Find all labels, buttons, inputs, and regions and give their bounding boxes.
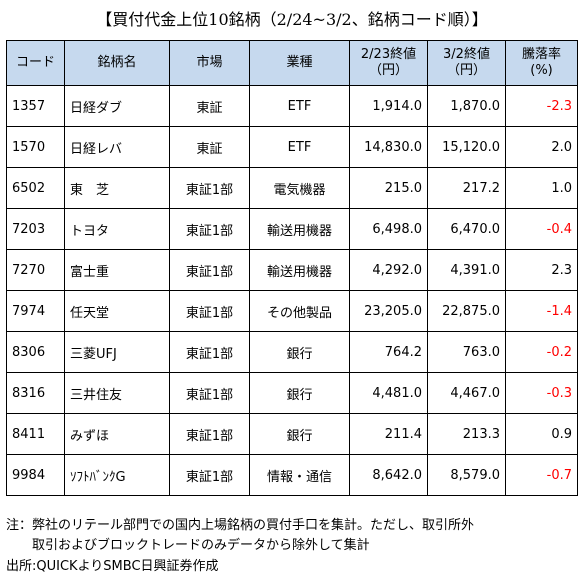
cell-change: -0.3	[505, 372, 578, 414]
cell-change: 2.0	[505, 126, 578, 168]
cell-price-0223: 211.4	[349, 413, 428, 455]
cell-code: 7203	[6, 208, 65, 250]
cell-market: 東証1部	[169, 249, 250, 291]
cell-sector: 輸送用機器	[249, 208, 350, 250]
cell-price-0223: 4,292.0	[349, 249, 428, 291]
cell-code: 8411	[6, 413, 65, 455]
cell-price-0302: 8,579.0	[427, 454, 506, 496]
cell-market: 東証	[169, 85, 250, 127]
table-row: 7203 トヨタ 東証1部 輸送用機器 6,498.0 6,470.0 -0.4	[6, 208, 578, 250]
header-price-0302: 3/2終値 （円）	[427, 40, 506, 86]
header-name: 銘柄名	[64, 40, 170, 86]
cell-code: 8306	[6, 331, 65, 373]
cell-market: 東証1部	[169, 331, 250, 373]
cell-change: 1.0	[505, 167, 578, 209]
cell-sector: ETF	[249, 126, 350, 168]
cell-price-0223: 215.0	[349, 167, 428, 209]
cell-price-0302: 4,467.0	[427, 372, 506, 414]
cell-change: -0.4	[505, 208, 578, 250]
table-row: 1570 日経レバ 東証 ETF 14,830.0 15,120.0 2.0	[6, 126, 578, 168]
cell-sector: 銀行	[249, 331, 350, 373]
cell-price-0223: 8,642.0	[349, 454, 428, 496]
cell-price-0302: 15,120.0	[427, 126, 506, 168]
cell-price-0302: 213.3	[427, 413, 506, 455]
cell-name: みずほ	[64, 413, 170, 455]
cell-code: 8316	[6, 372, 65, 414]
cell-sector: 銀行	[249, 413, 350, 455]
cell-code: 1570	[6, 126, 65, 168]
cell-sector: 情報・通信	[249, 454, 350, 496]
cell-change: -0.7	[505, 454, 578, 496]
cell-name: 東 芝	[64, 167, 170, 209]
source-note: 出所:QUICKよりSMBC日興証券作成	[6, 559, 219, 574]
cell-change: 0.9	[505, 413, 578, 455]
cell-price-0302: 763.0	[427, 331, 506, 373]
cell-code: 7270	[6, 249, 65, 291]
table-row: 1357 日経ダブ 東証 ETF 1,914.0 1,870.0 -2.3	[6, 85, 578, 127]
cell-market: 東証1部	[169, 290, 250, 332]
cell-name: トヨタ	[64, 208, 170, 250]
stock-table: コード 銘柄名 市場 業種 2/23終値 （円） 3/2終値 （円） 騰落率 (…	[6, 40, 578, 496]
cell-name: 三井住友	[64, 372, 170, 414]
cell-price-0302: 4,391.0	[427, 249, 506, 291]
cell-name: 日経レバ	[64, 126, 170, 168]
cell-sector: その他製品	[249, 290, 350, 332]
cell-price-0223: 1,914.0	[349, 85, 428, 127]
cell-name: 任天堂	[64, 290, 170, 332]
cell-code: 1357	[6, 85, 65, 127]
cell-change: -1.4	[505, 290, 578, 332]
table-row: 7270 富士重 東証1部 輸送用機器 4,292.0 4,391.0 2.3	[6, 249, 578, 291]
table-row: 8411 みずほ 東証1部 銀行 211.4 213.3 0.9	[6, 413, 578, 455]
cell-price-0302: 1,870.0	[427, 85, 506, 127]
cell-change: 2.3	[505, 249, 578, 291]
cell-code: 9984	[6, 454, 65, 496]
cell-market: 東証1部	[169, 454, 250, 496]
table-row: 8306 三菱UFJ 東証1部 銀行 764.2 763.0 -0.2	[6, 331, 578, 373]
cell-price-0223: 4,481.0	[349, 372, 428, 414]
header-change: 騰落率 (%)	[505, 40, 578, 86]
header-price-0223-label: 2/23終値	[360, 47, 417, 62]
cell-change: -2.3	[505, 85, 578, 127]
cell-market: 東証1部	[169, 208, 250, 250]
cell-market: 東証1部	[169, 167, 250, 209]
header-code: コード	[6, 40, 65, 86]
footnote-line-2: 取引およびブロックトレードのみデータから除外して集計	[32, 538, 370, 553]
cell-change: -0.2	[505, 331, 578, 373]
cell-name: 富士重	[64, 249, 170, 291]
cell-code: 7974	[6, 290, 65, 332]
cell-price-0223: 14,830.0	[349, 126, 428, 168]
cell-price-0223: 764.2	[349, 331, 428, 373]
cell-name: ｿﾌﾄﾊﾞﾝｸG	[64, 454, 170, 496]
cell-name: 日経ダブ	[64, 85, 170, 127]
cell-code: 6502	[6, 167, 65, 209]
header-price-0223-unit: （円）	[368, 63, 408, 78]
table-title: 【買付代金上位10銘柄（2/24~3/2、銘柄コード順）】	[96, 10, 488, 29]
cell-price-0302: 6,470.0	[427, 208, 506, 250]
table-row: 8316 三井住友 東証1部 銀行 4,481.0 4,467.0 -0.3	[6, 372, 578, 414]
cell-market: 東証1部	[169, 372, 250, 414]
header-price-0223: 2/23終値 （円）	[349, 40, 428, 86]
cell-sector: 輸送用機器	[249, 249, 350, 291]
header-price-0302-unit: （円）	[446, 63, 486, 78]
table-row: 9984 ｿﾌﾄﾊﾞﾝｸG 東証1部 情報・通信 8,642.0 8,579.0 -0.7	[6, 454, 578, 496]
cell-sector: ETF	[249, 85, 350, 127]
header-market: 市場	[169, 40, 250, 86]
cell-price-0302: 217.2	[427, 167, 506, 209]
header-price-0302-label: 3/2終値	[443, 47, 490, 62]
cell-name: 三菱UFJ	[64, 331, 170, 373]
cell-price-0223: 6,498.0	[349, 208, 428, 250]
table-row: 6502 東 芝東証1部 電気機器 215.0 217.2 1.0	[6, 167, 578, 209]
header-sector: 業種	[249, 40, 350, 86]
cell-price-0223: 23,205.0	[349, 290, 428, 332]
cell-market: 東証	[169, 126, 250, 168]
cell-sector: 電気機器	[249, 167, 350, 209]
header-change-label: 騰落率	[521, 47, 561, 62]
header-row: コード 銘柄名 市場 業種 2/23終値 （円） 3/2終値 （円） 騰落率 (…	[6, 40, 578, 86]
cell-sector: 銀行	[249, 372, 350, 414]
cell-market: 東証1部	[169, 413, 250, 455]
cell-price-0302: 22,875.0	[427, 290, 506, 332]
table-row: 7974 任天堂 東証1部 その他製品 23,205.0 22,875.0 -1.4	[6, 290, 578, 332]
header-change-unit: (%)	[530, 63, 553, 78]
footnote-line-1: 注：弊社のリテール部門での国内上場銘柄の買付手口を集計。ただし、取引所外	[6, 518, 475, 533]
